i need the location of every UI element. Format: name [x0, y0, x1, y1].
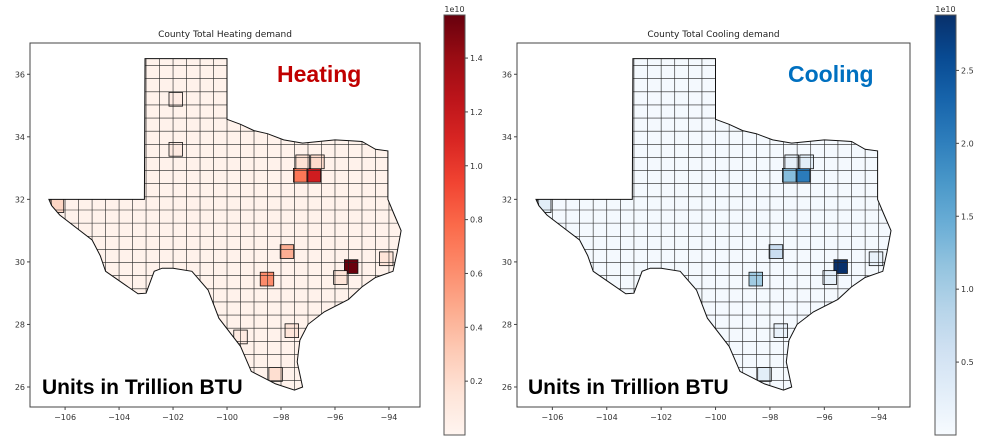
county-mark [333, 270, 348, 285]
county-mark [768, 244, 784, 259]
texas-state-fill [536, 58, 891, 391]
county-mark [310, 154, 325, 170]
colorbar [934, 14, 957, 436]
colorbar-tick-label: 0.5 [961, 358, 974, 367]
colorbar-tick-label: 0.8 [470, 216, 483, 225]
colorbar-exponent: 1e10 [935, 5, 955, 14]
texas-state-fill [48, 58, 402, 391]
x-tick-label: −106 [541, 413, 563, 422]
colorbar-tick-label: 2.0 [961, 139, 974, 148]
county-mark [773, 323, 789, 338]
y-tick-label: 34 [15, 133, 25, 142]
colorbar [443, 14, 466, 436]
y-tick-label: 34 [502, 133, 512, 142]
x-tick-label: −104 [108, 413, 130, 422]
chart-title: County Total Cooling demand [647, 30, 779, 40]
x-tick-label: −98 [761, 413, 778, 422]
colorbar-tick-label: 1.2 [470, 108, 483, 117]
county-mark [757, 367, 772, 382]
x-tick-label: −102 [162, 413, 184, 422]
county-mark [284, 323, 299, 338]
colorbar-tick-label: 1.0 [961, 285, 974, 294]
county-mark [295, 154, 310, 170]
x-tick-label: −106 [54, 413, 76, 422]
county-mark [748, 271, 763, 287]
county-mark [168, 92, 183, 107]
county-mark [259, 271, 275, 287]
x-tick-label: −104 [596, 413, 618, 422]
county-mark [822, 270, 837, 285]
chart-title: County Total Heating demand [158, 30, 292, 40]
x-tick-label: −96 [816, 413, 833, 422]
county-mark [168, 142, 183, 157]
x-tick-label: −94 [381, 413, 398, 422]
x-tick-label: −94 [870, 413, 887, 422]
colorbar-tick-label: 1.0 [470, 162, 483, 171]
y-tick-label: 32 [502, 195, 512, 204]
county-mark [868, 251, 884, 267]
county-mark [833, 259, 848, 274]
texas-state-outline [48, 58, 402, 391]
texas-state-outline [535, 58, 892, 391]
y-tick-label: 32 [15, 195, 25, 204]
y-tick-label: 36 [15, 70, 25, 79]
colorbar-tick-label: 1.5 [961, 212, 974, 221]
units-note: Units in Trillion BTU [42, 376, 243, 399]
overlay-label: Heating [277, 61, 361, 87]
y-tick-label: 28 [15, 320, 25, 329]
county-mark [344, 259, 359, 274]
colorbar-exponent: 1e10 [444, 5, 464, 14]
x-tick-label: −100 [705, 413, 727, 422]
x-tick-label: −102 [650, 413, 672, 422]
county-mark [279, 244, 295, 259]
y-tick-label: 36 [502, 70, 512, 79]
x-tick-label: −98 [273, 413, 290, 422]
y-tick-label: 30 [502, 258, 512, 267]
y-tick-label: 28 [502, 320, 512, 329]
y-tick-label: 26 [502, 383, 512, 392]
x-tick-label: −100 [216, 413, 238, 422]
colorbar-tick-label: 0.6 [470, 269, 483, 278]
overlay-label: Cooling [788, 61, 874, 87]
map-panel-heating: County Total Heating demand −106 −104 −102 −… [15, 5, 483, 436]
colorbar-tick-label: 1.4 [470, 54, 483, 63]
colorbar-tick-label: 2.5 [961, 66, 974, 75]
x-tick-label: −96 [327, 413, 344, 422]
y-tick-label: 26 [15, 383, 25, 392]
units-note: Units in Trillion BTU [528, 376, 729, 399]
map-panel-cooling: County Total Cooling demand −106 −104 −102 −… [502, 5, 974, 436]
county-mark [784, 154, 799, 170]
colorbar-tick-label: 0.4 [470, 323, 483, 332]
y-tick-label: 30 [15, 258, 25, 267]
county-mark [268, 367, 283, 382]
county-mark [379, 251, 394, 267]
colorbar-tick-label: 0.2 [470, 377, 483, 386]
county-mark [799, 154, 814, 170]
